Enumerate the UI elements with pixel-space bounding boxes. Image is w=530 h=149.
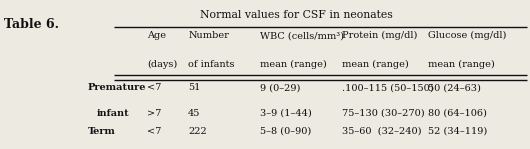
Text: 52 (34–119): 52 (34–119) [428, 127, 488, 136]
Text: Term: Term [87, 127, 116, 136]
Text: mean (range): mean (range) [260, 60, 326, 69]
Text: 51: 51 [188, 83, 200, 92]
Text: (days): (days) [147, 60, 178, 69]
Text: 35–60  (32–240): 35–60 (32–240) [342, 127, 421, 136]
Text: mean (range): mean (range) [428, 60, 495, 69]
Text: <7: <7 [147, 83, 162, 92]
Text: 50 (24–63): 50 (24–63) [428, 83, 481, 92]
Text: 9 (0–29): 9 (0–29) [260, 83, 300, 92]
Text: infant: infant [97, 109, 130, 118]
Text: of infants: of infants [188, 60, 235, 69]
Text: Glucose (mg/dl): Glucose (mg/dl) [428, 31, 507, 40]
Text: 45: 45 [188, 109, 200, 118]
Text: 75–130 (30–270): 75–130 (30–270) [342, 109, 425, 118]
Text: Protein (mg/dl): Protein (mg/dl) [342, 31, 417, 40]
Text: >7: >7 [147, 109, 162, 118]
Text: WBC (cells/mm³): WBC (cells/mm³) [260, 31, 343, 40]
Text: Premature: Premature [87, 83, 146, 92]
Text: Normal values for CSF in neonates: Normal values for CSF in neonates [200, 10, 393, 20]
Text: .100–115 (50–150): .100–115 (50–150) [342, 83, 434, 92]
Text: Number: Number [188, 31, 229, 40]
Text: 3–9 (1–44): 3–9 (1–44) [260, 109, 312, 118]
Text: Table 6.: Table 6. [4, 18, 59, 31]
Text: 5–8 (0–90): 5–8 (0–90) [260, 127, 311, 136]
Text: Age: Age [147, 31, 166, 40]
Text: 222: 222 [188, 127, 207, 136]
Text: mean (range): mean (range) [342, 60, 409, 69]
Text: <7: <7 [147, 127, 162, 136]
Text: 80 (64–106): 80 (64–106) [428, 109, 487, 118]
